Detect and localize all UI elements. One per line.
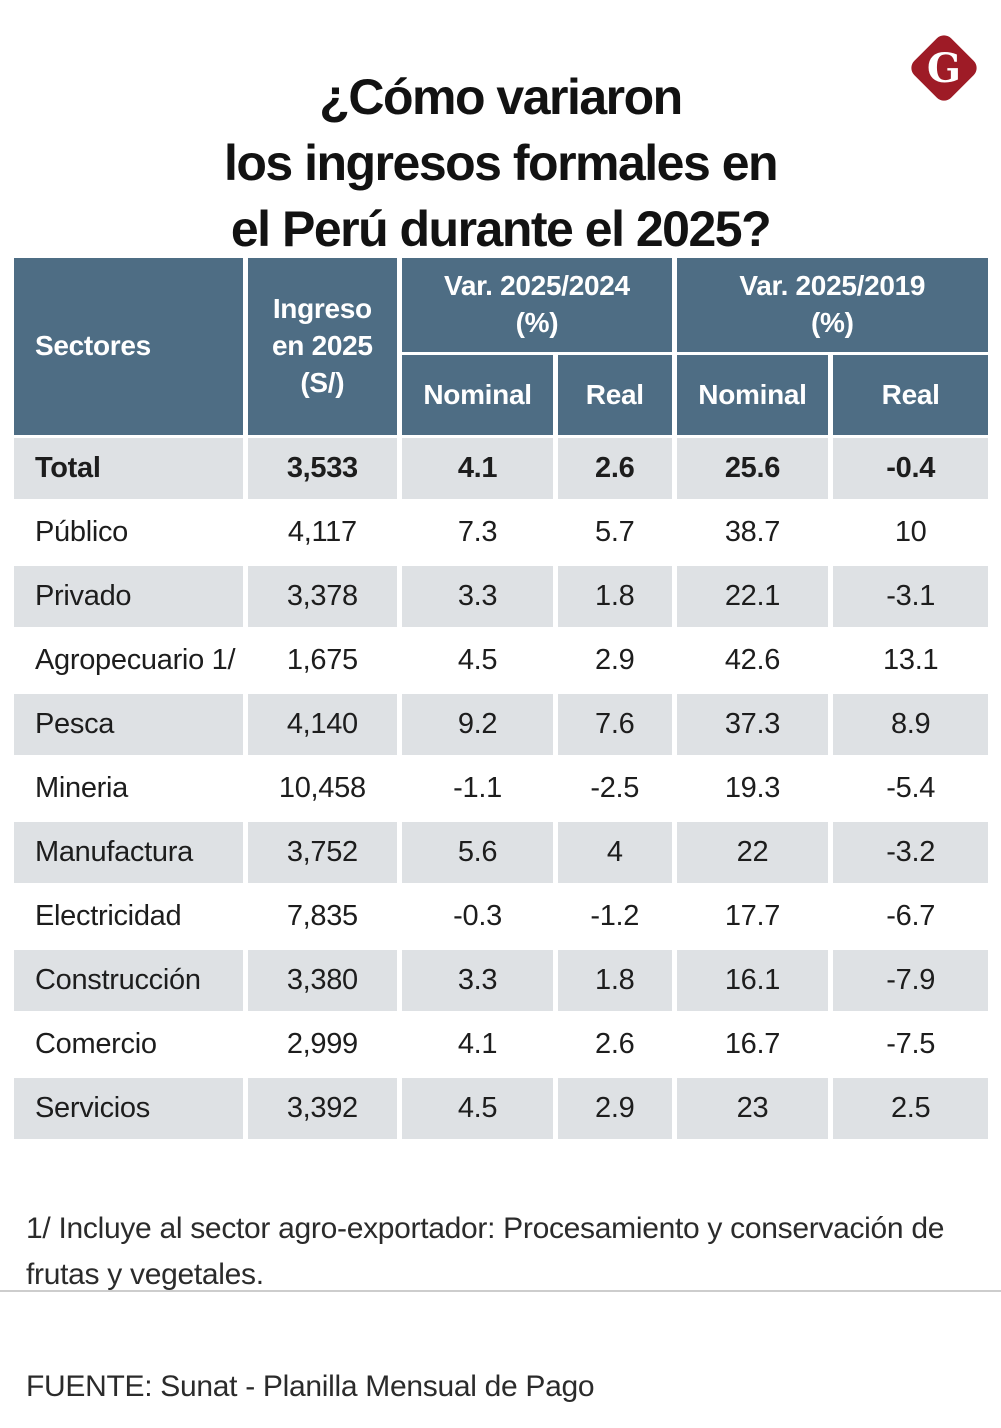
subheader-nominal-2019: Nominal [676,355,829,435]
table-cell-nominal-2024: -1.1 [402,758,553,819]
table-cell-real-2024: -2.5 [557,758,672,819]
divider-line [0,1290,1001,1292]
table-cell-sector: Servicios [14,1078,243,1139]
table-cell-nominal-2024: 3.3 [402,566,553,627]
table-cell-ingreso: 3,380 [247,950,398,1011]
table-cell-real-2019: -3.2 [833,822,988,883]
table-cell-ingreso: 7,835 [247,886,398,947]
table-cell-real-2019: 8.9 [833,694,988,755]
table-cell-nominal-2019: 42.6 [676,630,829,691]
table-cell-real-2024: 5.7 [557,502,672,563]
group-header-var-2025-2019-line1: Var. 2025/2019 [739,270,926,302]
table-cell-ingreso: 4,117 [247,502,398,563]
table-cell-sector: Comercio [14,1014,243,1075]
table-cell-real-2019: 13.1 [833,630,988,691]
table-cell-real-2024: 4 [557,822,672,883]
table-cell-nominal-2024: 4.1 [402,438,553,499]
table-cell-real-2024: -1.2 [557,886,672,947]
table-cell-sector: Total [14,438,243,499]
table-cell-ingreso: 3,392 [247,1078,398,1139]
table-cell-nominal-2019: 22 [676,822,829,883]
table-cell-real-2019: -6.7 [833,886,988,947]
table-cell-sector: Electricidad [14,886,243,947]
table-cell-nominal-2024: 4.1 [402,1014,553,1075]
table-cell-real-2024: 2.9 [557,1078,672,1139]
table-cell-nominal-2019: 25.6 [676,438,829,499]
table-cell-real-2024: 7.6 [557,694,672,755]
page-title-line2: los ingresos formales en [223,134,779,191]
table-cell-ingreso: 3,752 [247,822,398,883]
column-header-ingreso-line1: Ingreso [272,293,372,325]
column-header-ingreso: Ingreso en 2025 (S/) [247,258,398,435]
table-cell-nominal-2024: -0.3 [402,886,553,947]
group-header-var-2025-2019-line2: (%) [810,307,854,338]
table-cell-real-2019: -7.9 [833,950,988,1011]
source-line: FUENTE: Sunat - Planilla Mensual de Pago [26,1370,595,1403]
subheader-real-2024: Real [557,355,672,435]
table-cell-nominal-2024: 5.6 [402,822,553,883]
table-cell-ingreso: 3,533 [247,438,398,499]
table-cell-sector: Agropecuario 1/ [14,630,243,691]
page-title-line3: el Perú durante el 2025? [230,200,772,257]
table-cell-real-2019: -0.4 [833,438,988,499]
page-title-line1: ¿Cómo variaron [319,68,683,125]
table-cell-real-2024: 2.6 [557,1014,672,1075]
subheader-real-2019: Real [833,355,988,435]
income-table: Sectores Ingreso en 2025 (S/) Var. 2025/… [14,258,988,1139]
table-cell-real-2024: 1.8 [557,950,672,1011]
table-cell-nominal-2019: 16.1 [676,950,829,1011]
table-cell-real-2024: 1.8 [557,566,672,627]
table-cell-nominal-2019: 22.1 [676,566,829,627]
table-cell-real-2019: 10 [833,502,988,563]
table-cell-nominal-2024: 7.3 [402,502,553,563]
gestion-logo: G [906,30,982,106]
table-cell-nominal-2024: 4.5 [402,630,553,691]
table-cell-sector: Construcción [14,950,243,1011]
table-cell-real-2019: -7.5 [833,1014,988,1075]
table-cell-sector: Pesca [14,694,243,755]
table-cell-nominal-2019: 37.3 [676,694,829,755]
subheader-nominal-2024: Nominal [402,355,553,435]
column-header-sectores: Sectores [14,258,243,435]
table-cell-sector: Privado [14,566,243,627]
table-cell-nominal-2019: 19.3 [676,758,829,819]
logo-letter: G [926,44,962,92]
table-cell-nominal-2019: 23 [676,1078,829,1139]
table-cell-nominal-2024: 9.2 [402,694,553,755]
table-cell-real-2024: 2.6 [557,438,672,499]
group-header-var-2025-2024-line2: (%) [515,307,559,338]
page-title: ¿Cómo variaron los ingresos formales en … [0,64,1001,262]
column-header-ingreso-line2: en 2025 [272,330,373,362]
table-cell-sector: Mineria [14,758,243,819]
footnote: 1/ Incluye al sector agro-exportador: Pr… [26,1212,945,1291]
table-cell-ingreso: 2,999 [247,1014,398,1075]
group-header-var-2025-2019: Var. 2025/2019 (%) [676,258,988,352]
table-cell-ingreso: 4,140 [247,694,398,755]
group-header-var-2025-2024-line1: Var. 2025/2024 [444,270,630,302]
table-cell-sector: Público [14,502,243,563]
table-cell-sector: Manufactura [14,822,243,883]
table-cell-nominal-2019: 16.7 [676,1014,829,1075]
table-cell-ingreso: 3,378 [247,566,398,627]
table-cell-real-2024: 2.9 [557,630,672,691]
column-header-ingreso-line3: (S/) [300,366,345,398]
table-cell-nominal-2019: 17.7 [676,886,829,947]
table-cell-nominal-2019: 38.7 [676,502,829,563]
table-cell-real-2019: 2.5 [833,1078,988,1139]
table-cell-nominal-2024: 4.5 [402,1078,553,1139]
table-cell-ingreso: 1,675 [247,630,398,691]
group-header-var-2025-2024: Var. 2025/2024 (%) [402,258,672,352]
table-cell-real-2019: -5.4 [833,758,988,819]
table-cell-nominal-2024: 3.3 [402,950,553,1011]
table-cell-real-2019: -3.1 [833,566,988,627]
table-cell-ingreso: 10,458 [247,758,398,819]
